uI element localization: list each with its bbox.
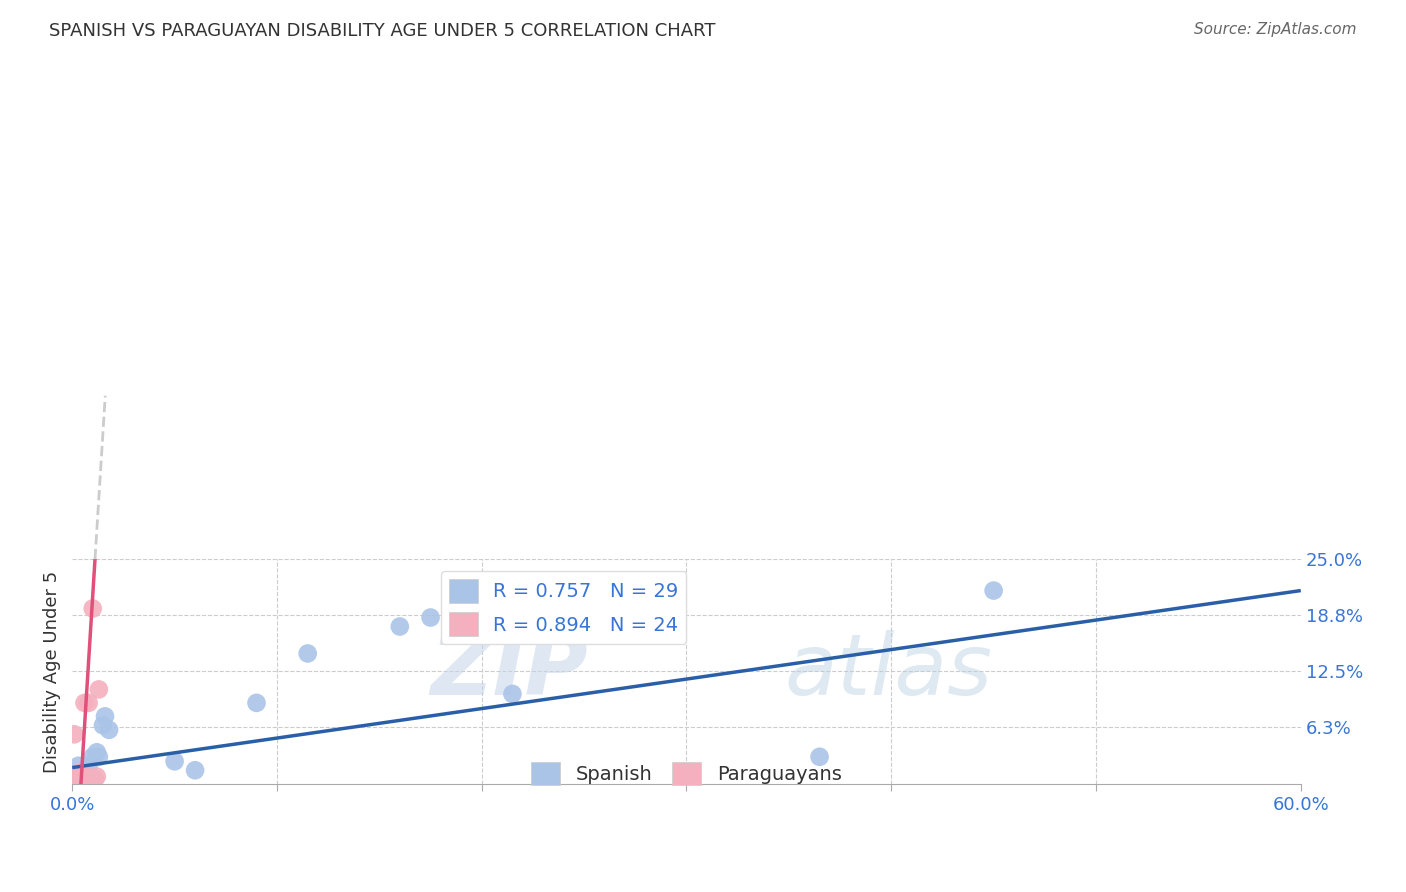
Point	[65, 768, 87, 782]
Point	[73, 696, 96, 710]
Point	[83, 772, 105, 787]
Point	[69, 772, 91, 787]
Point	[184, 764, 207, 778]
Text: SPANISH VS PARAGUAYAN DISABILITY AGE UNDER 5 CORRELATION CHART: SPANISH VS PARAGUAYAN DISABILITY AGE UND…	[49, 22, 716, 40]
Text: atlas: atlas	[785, 630, 993, 713]
Point	[63, 768, 86, 782]
Point	[91, 718, 114, 732]
Point	[163, 754, 186, 768]
Point	[77, 696, 100, 710]
Point	[86, 745, 108, 759]
Legend: Spanish, Paraguayans: Spanish, Paraguayans	[523, 754, 849, 793]
Point	[67, 772, 90, 787]
Point	[82, 601, 104, 615]
Point	[82, 749, 104, 764]
Point	[77, 758, 100, 772]
Point	[419, 610, 441, 624]
Point	[63, 727, 86, 741]
Point	[87, 682, 110, 697]
Point	[65, 772, 87, 787]
Point	[67, 766, 90, 780]
Point	[983, 583, 1005, 598]
Point	[65, 768, 87, 782]
Text: Source: ZipAtlas.com: Source: ZipAtlas.com	[1194, 22, 1357, 37]
Point	[72, 770, 94, 784]
Point	[63, 772, 86, 787]
Text: ZIP: ZIP	[430, 630, 588, 713]
Point	[69, 768, 91, 782]
Point	[63, 772, 86, 787]
Point	[69, 768, 91, 782]
Point	[501, 687, 523, 701]
Point	[76, 772, 98, 787]
Point	[67, 770, 90, 784]
Point	[76, 770, 98, 784]
Point	[65, 772, 87, 787]
Point	[65, 772, 87, 787]
Y-axis label: Disability Age Under 5: Disability Age Under 5	[44, 570, 60, 772]
Point	[94, 709, 117, 723]
Point	[63, 772, 86, 787]
Point	[63, 772, 86, 787]
Point	[297, 647, 319, 661]
Point	[388, 619, 411, 633]
Point	[808, 749, 831, 764]
Point	[98, 723, 121, 737]
Point	[72, 772, 94, 787]
Point	[83, 772, 105, 787]
Point	[72, 772, 94, 787]
Point	[72, 772, 94, 787]
Point	[73, 772, 96, 787]
Point	[73, 768, 96, 782]
Point	[87, 749, 110, 764]
Point	[73, 772, 96, 787]
Point	[86, 770, 108, 784]
Point	[67, 758, 90, 772]
Point	[245, 696, 267, 710]
Point	[79, 772, 101, 787]
Point	[67, 772, 90, 787]
Point	[79, 772, 101, 787]
